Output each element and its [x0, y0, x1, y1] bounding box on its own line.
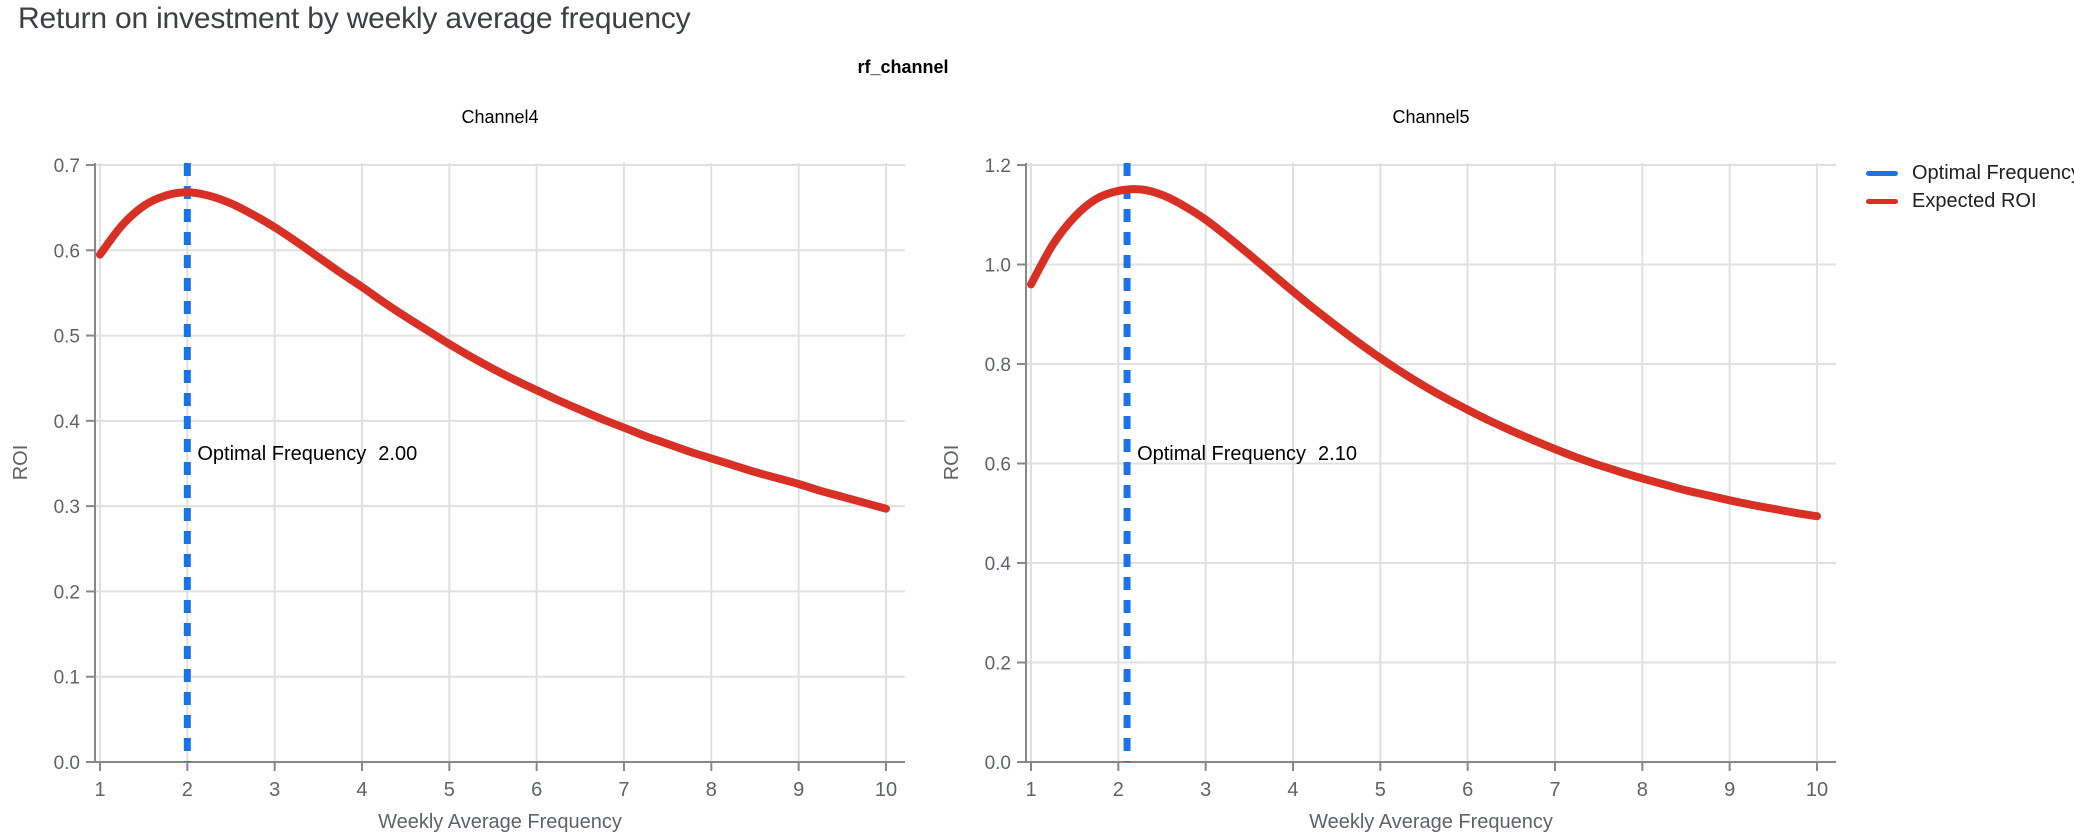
x-tick-label: 7 — [618, 779, 629, 801]
y-tick-label: 1.2 — [985, 156, 1011, 177]
chart-title: Channel5 — [1392, 107, 1469, 127]
facet-title: rf_channel — [857, 57, 949, 77]
y-tick-label: 0.0 — [985, 753, 1011, 774]
chart-channel5: 0.0 0.2 0.4 0.6 0.8 1.0 1.2 1 2 3 4 5 6 7 8 9 10 Weekly A… — [941, 107, 1836, 833]
x-tick-label: 6 — [531, 779, 542, 801]
optimal-frequency-annotation-label: Optimal Frequency — [1137, 443, 1306, 465]
x-tick-label: 4 — [356, 779, 367, 801]
x-tick-label: 2 — [1113, 779, 1124, 801]
page-title: Return on investment by weekly average f… — [18, 2, 691, 35]
optimal-frequency-annotation-value: 2.00 — [378, 443, 417, 465]
y-tick-label: 0.2 — [985, 654, 1011, 675]
y-tick-label: 0.8 — [985, 355, 1011, 376]
y-tick-label: 0.5 — [54, 327, 80, 348]
x-tick-label: 3 — [269, 779, 280, 801]
x-tick-label: 10 — [1806, 779, 1828, 801]
x-tick-label: 6 — [1462, 779, 1473, 801]
optimal-frequency-annotation-value: 2.10 — [1318, 443, 1357, 465]
chart-channel4: 0.0 0.1 0.2 0.3 0.4 0.5 0.6 0.7 1 2 3 4 5 6 7 8 9 10 Weekl… — [10, 107, 905, 833]
y-tick-label: 0.3 — [54, 497, 80, 518]
legend-label-optimal-frequency: Optimal Frequency — [1912, 161, 2074, 184]
x-tick-label: 8 — [1637, 779, 1648, 801]
x-tick-label: 1 — [1025, 779, 1036, 801]
y-tick-label: 0.6 — [985, 455, 1011, 476]
x-tick-label: 9 — [1724, 779, 1735, 801]
y-tick-label: 1.0 — [985, 256, 1011, 277]
expected-roi-line-swatch — [1866, 198, 1898, 204]
y-tick-label: 0.4 — [985, 554, 1012, 575]
x-tick-label: 10 — [875, 779, 897, 801]
x-tick-label: 2 — [182, 779, 193, 801]
legend-item-optimal-frequency: Optimal Frequency — [1866, 159, 2074, 187]
expected-roi-curve — [1027, 185, 1821, 521]
optimal-frequency-annotation: Optimal Frequency 2.00 — [197, 443, 417, 465]
y-axis-title: ROI — [941, 445, 963, 481]
chart-title: Channel4 — [461, 107, 538, 127]
y-tick-label: 0.1 — [54, 668, 80, 689]
x-tick-label: 3 — [1200, 779, 1211, 801]
x-axis-title: Weekly Average Frequency — [1309, 811, 1553, 833]
optimal-frequency-annotation-label: Optimal Frequency — [197, 443, 366, 465]
x-tick-label: 1 — [94, 779, 105, 801]
y-tick-label: 0.4 — [54, 412, 81, 433]
x-axis-title: Weekly Average Frequency — [378, 811, 622, 833]
y-axis-title: ROI — [10, 445, 32, 481]
legend: Optimal Frequency Expected ROI — [1866, 159, 2074, 215]
legend-label-expected-roi: Expected ROI — [1912, 189, 2037, 212]
legend-item-expected-roi: Expected ROI — [1866, 187, 2074, 215]
x-tick-label: 9 — [793, 779, 804, 801]
y-tick-label: 0.2 — [54, 582, 80, 603]
x-tick-label: 4 — [1287, 779, 1298, 801]
optimal-frequency-annotation: Optimal Frequency 2.10 — [1137, 443, 1357, 465]
y-tick-label: 0.7 — [54, 156, 80, 177]
x-tick-label: 5 — [444, 779, 455, 801]
expected-roi-curve — [96, 188, 890, 513]
x-tick-label: 5 — [1375, 779, 1386, 801]
y-tick-label: 0.0 — [54, 753, 80, 774]
x-tick-label: 7 — [1549, 779, 1560, 801]
x-tick-label: 8 — [706, 779, 717, 801]
optimal-frequency-line-swatch — [1866, 170, 1898, 176]
y-tick-label: 0.6 — [54, 241, 80, 262]
